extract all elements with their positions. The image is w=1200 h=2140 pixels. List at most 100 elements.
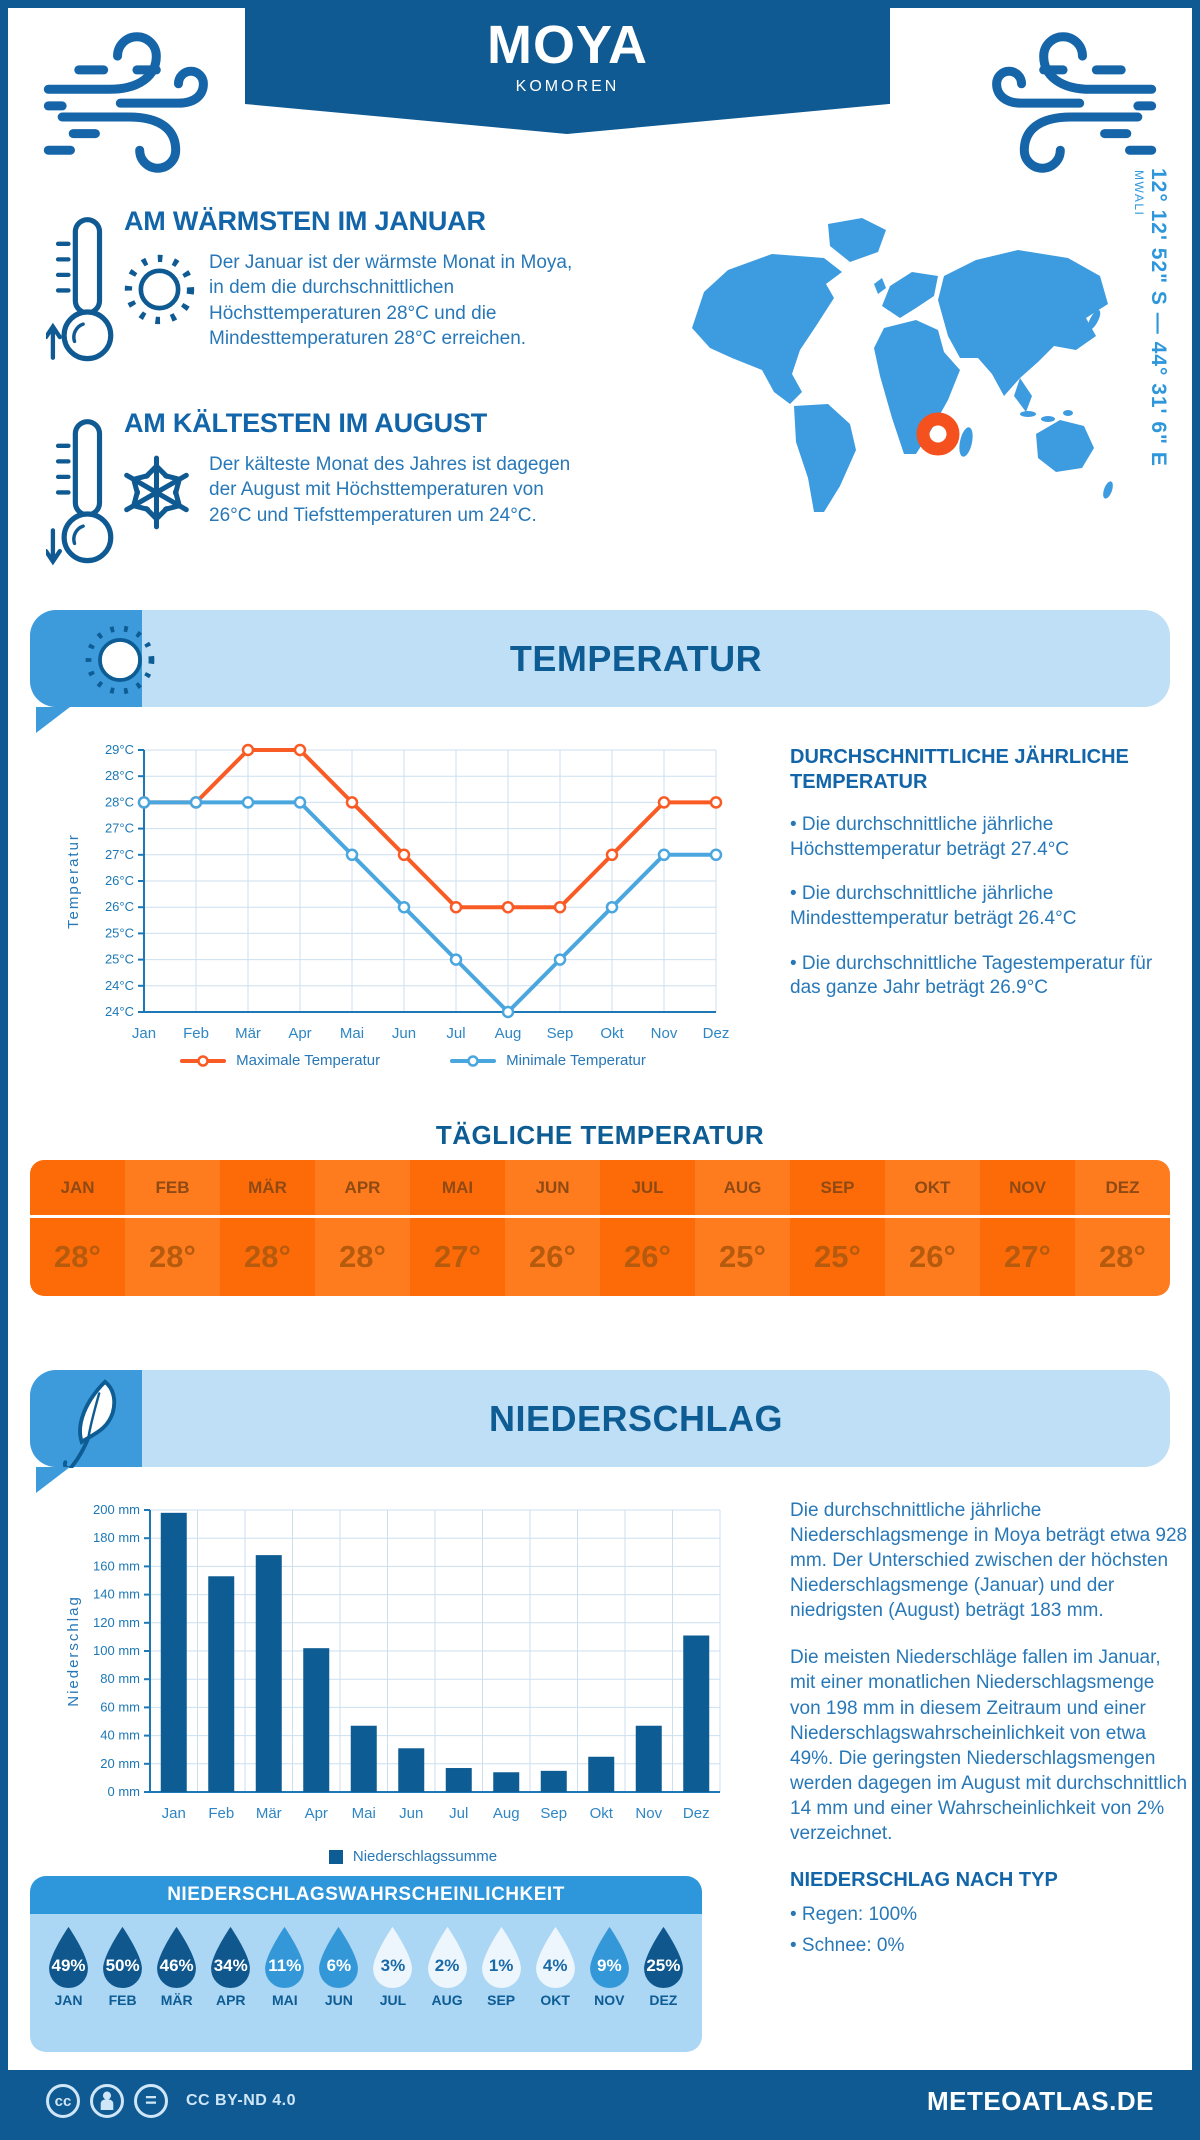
daily-temp-value: 26° — [600, 1218, 695, 1296]
legend-item: Minimale Temperatur — [450, 1052, 646, 1069]
drop-icon — [211, 1926, 251, 1989]
svg-text:Niederschlag: Niederschlag — [65, 1595, 82, 1707]
drop-icon — [103, 1926, 142, 1989]
coordinates-label: 12° 12' 52" S — 44° 31' 6" E — [1147, 168, 1170, 467]
sun-banner-icon — [85, 625, 155, 695]
thermometer-up-icon — [46, 217, 114, 362]
page-subtitle: KOMOREN — [515, 78, 620, 95]
svg-text:Aug: Aug — [493, 1805, 520, 1822]
daily-temp-value: 26° — [505, 1218, 600, 1296]
warmest-heading: AM WÄRMSTEN IM JANUAR — [124, 206, 486, 236]
svg-text:28°C: 28°C — [105, 768, 134, 783]
svg-text:140 mm: 140 mm — [93, 1587, 140, 1602]
probability-drop: 46% MÄR — [150, 1924, 203, 2052]
probability-drop: 1% SEP — [475, 1924, 528, 2052]
svg-text:Mai: Mai — [352, 1805, 376, 1822]
drop-percentage: 11% — [268, 1956, 302, 1975]
probability-drop: 2% AUG — [421, 1924, 474, 2052]
page-title: MOYA — [486, 15, 649, 75]
probability-drop: 49% JAN — [42, 1924, 95, 2052]
svg-text:Sep: Sep — [540, 1805, 567, 1822]
umbrella-icon — [62, 1379, 117, 1468]
drop-month: JUN — [324, 1992, 353, 2008]
snowflake-icon — [124, 455, 189, 530]
daily-temp-table: JAN FEB MÄR APR MAI JUN JUL AUG SEP OKT NOV DEZ 28° 2… — [30, 1160, 1170, 1296]
daily-temp-value: 28° — [220, 1218, 315, 1296]
location-marker-icon — [916, 412, 960, 456]
svg-text:80 mm: 80 mm — [100, 1671, 140, 1686]
drop-percentage: 3% — [380, 1956, 406, 1975]
drop-percentage: 6% — [326, 1956, 352, 1975]
coldest-heading: AM KÄLTESTEN IM AUGUST — [124, 408, 488, 438]
svg-text:Jun: Jun — [392, 1025, 416, 1042]
svg-text:160 mm: 160 mm — [93, 1558, 140, 1573]
location-coordinates: 12° 12' 52" S — 44° 31' 6" E MWALI — [1132, 168, 1170, 488]
daily-temp-value: 28° — [315, 1218, 410, 1296]
svg-text:0 mm: 0 mm — [108, 1784, 141, 1799]
daily-temp-value: 26° — [885, 1218, 980, 1296]
svg-text:Okt: Okt — [600, 1025, 624, 1042]
license-group: cc = CC BY-ND 4.0 — [46, 2084, 296, 2118]
svg-text:100 mm: 100 mm — [93, 1643, 140, 1658]
drop-month: AUG — [431, 1992, 463, 2008]
drop-percentage: 34% — [213, 1956, 248, 1975]
drop-percentage: 25% — [646, 1956, 681, 1975]
precip-type-heading: NIEDERSCHLAG NACH TYP — [790, 1869, 1058, 1892]
drop-percentage: 9% — [596, 1956, 622, 1975]
daily-temp-month: JAN — [30, 1160, 125, 1218]
temperature-legend: Maximale Temperatur Minimale Temperatur — [68, 1052, 758, 1069]
precipitation-section-banner: NIEDERSCHLAG — [30, 1370, 1170, 1493]
temperature-chart: 29°C 28°C 28°C 27°C 27°C 26°C 26°C 25°C 25°C 24°C… — [65, 742, 729, 1042]
annual-temp-bullet-min: • Die durchschnittliche jährliche Mindes… — [790, 883, 1077, 930]
svg-text:Mai: Mai — [340, 1025, 364, 1042]
warmest-text: Der Januar ist der wärmste Monat in Moya… — [209, 252, 573, 349]
daily-temp-month: MAI — [410, 1160, 505, 1218]
svg-text:Nov: Nov — [651, 1025, 678, 1042]
probability-drop: 4% OKT — [529, 1924, 582, 2052]
drop-month: JAN — [54, 1992, 83, 2008]
coldest-text: Der kälteste Monat des Jahres ist dagege… — [209, 454, 571, 526]
svg-text:Aug: Aug — [495, 1025, 522, 1042]
svg-text:40 mm: 40 mm — [100, 1728, 140, 1743]
precip-type-snow: • Schnee: 0% — [790, 1934, 905, 1956]
drop-month: SEP — [487, 1992, 516, 2008]
drop-icon — [427, 1926, 467, 1989]
svg-text:Feb: Feb — [183, 1025, 209, 1042]
daily-temp-value: 28° — [30, 1218, 125, 1296]
svg-text:26°C: 26°C — [105, 899, 134, 914]
svg-text:27°C: 27°C — [105, 847, 134, 862]
precipitation-legend: Niederschlagssumme — [68, 1848, 758, 1865]
drop-icon — [265, 1926, 305, 1989]
warmest-block: AM WÄRMSTEN IM JANUAR Der Januar ist der… — [46, 206, 591, 386]
probability-drop: 11% MAI — [258, 1924, 311, 2052]
daily-temp-value: 25° — [695, 1218, 790, 1296]
svg-text:Apr: Apr — [288, 1025, 311, 1042]
drop-icon — [319, 1926, 359, 1989]
wind-icon-right — [992, 32, 1157, 173]
drop-percentage: 49% — [51, 1956, 86, 1975]
precip-paragraph-2: Die meisten Niederschläge fallen im Janu… — [790, 1647, 1188, 1844]
daily-temp-month: FEB — [125, 1160, 220, 1218]
drop-month: JUL — [379, 1992, 407, 2008]
probability-drop: 9% NOV — [583, 1924, 636, 2052]
probability-drop: 25% DEZ — [637, 1924, 690, 2052]
svg-text:Jun: Jun — [399, 1805, 423, 1822]
probability-drop: 6% JUN — [312, 1924, 365, 2052]
drop-icon — [157, 1926, 197, 1989]
svg-text:Apr: Apr — [305, 1805, 328, 1822]
precip-type-rain: • Regen: 100% — [790, 1904, 918, 1926]
svg-text:Temperatur: Temperatur — [65, 833, 82, 929]
attribution-person-icon — [90, 2084, 124, 2118]
daily-temp-value: 27° — [980, 1218, 1075, 1296]
drop-icon — [49, 1926, 88, 1989]
daily-temp-value: 27° — [410, 1218, 505, 1296]
drop-icon — [535, 1926, 575, 1989]
sun-icon — [124, 254, 195, 325]
drop-percentage: 46% — [159, 1956, 194, 1975]
svg-text:24°C: 24°C — [105, 978, 134, 993]
drop-month: DEZ — [649, 1992, 678, 2008]
daily-temp-value: 25° — [790, 1218, 885, 1296]
drop-icon — [373, 1926, 413, 1989]
svg-text:20 mm: 20 mm — [100, 1756, 140, 1771]
